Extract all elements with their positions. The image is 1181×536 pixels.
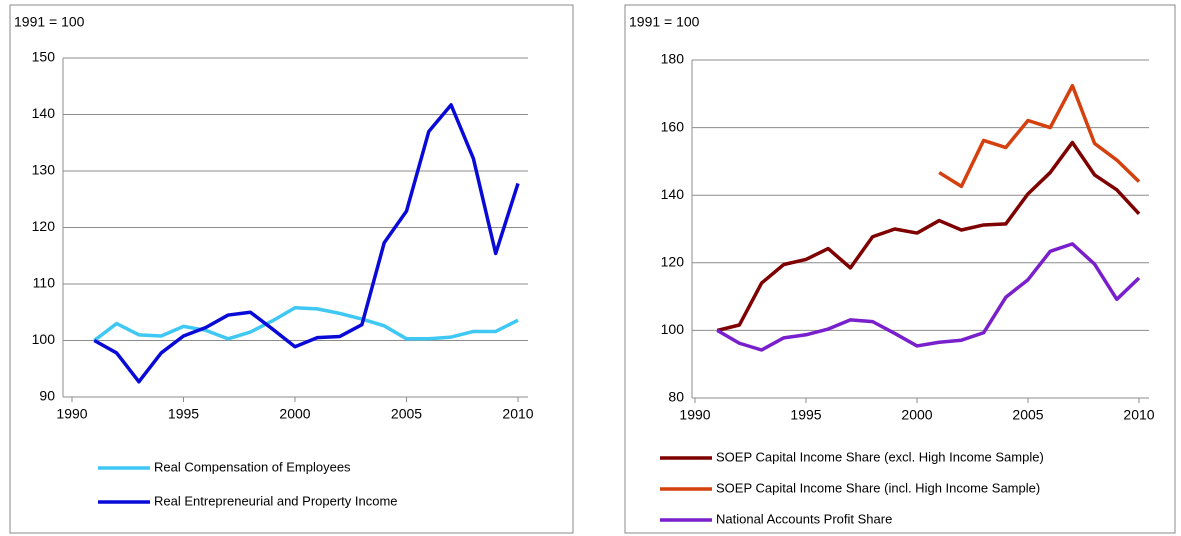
legend-label: SOEP Capital Income Share (excl. High In…: [716, 449, 1044, 464]
y-tick-label: 150: [32, 49, 56, 65]
y-tick-label: 130: [32, 162, 56, 178]
x-tick-label: 1995: [790, 407, 821, 423]
legend-label: National Accounts Profit Share: [716, 511, 892, 526]
series-line: [716, 242, 1141, 352]
x-tick-label: 2000: [279, 406, 310, 422]
panel-border: [9, 4, 574, 534]
y-tick-label: 100: [32, 331, 56, 347]
legend-label: Real Entrepreneurial and Property Income: [154, 493, 398, 508]
y-tick-label: 120: [661, 254, 685, 270]
x-tick-label: 2010: [1123, 407, 1154, 423]
subtitle: 1991 = 100: [629, 14, 700, 30]
series-line: [93, 103, 520, 384]
x-tick-label: 2005: [391, 406, 422, 422]
x-tick-label: 2005: [1012, 407, 1043, 423]
y-tick-label: 110: [33, 275, 56, 291]
y-tick-label: 140: [32, 105, 56, 121]
series-line: [93, 305, 519, 342]
x-tick-label: 1995: [168, 406, 199, 422]
legend-label: Real Compensation of Employees: [154, 459, 351, 474]
y-tick-label: 140: [661, 186, 685, 202]
y-tick-label: 160: [661, 118, 685, 134]
series-line: [716, 140, 1141, 333]
x-tick-label: 1990: [56, 406, 87, 422]
subtitle: 1991 = 100: [14, 14, 85, 30]
x-tick-label: 2010: [502, 406, 533, 422]
legend-label: SOEP Capital Income Share (incl. High In…: [716, 480, 1040, 495]
y-tick-label: 80: [668, 389, 684, 405]
y-tick-label: 180: [661, 51, 685, 67]
panel-border: [624, 4, 1176, 534]
y-tick-label: 100: [661, 321, 685, 337]
y-tick-label: 90: [39, 388, 55, 404]
x-tick-label: 2000: [901, 407, 932, 423]
x-tick-label: 1990: [679, 407, 710, 423]
y-tick-label: 120: [32, 218, 56, 234]
series-line: [938, 83, 1141, 189]
